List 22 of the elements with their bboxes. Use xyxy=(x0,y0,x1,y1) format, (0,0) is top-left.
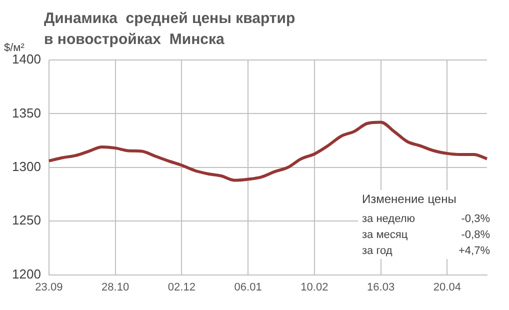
y-tick-label: 1350 xyxy=(12,105,41,120)
x-tick-label: 23.09 xyxy=(35,281,63,294)
x-tick-label: 06.01 xyxy=(234,281,262,294)
annotation: за месяц xyxy=(362,229,409,241)
annotation: +4,7% xyxy=(458,245,490,257)
annotation: Изменение цены xyxy=(362,192,458,208)
y-tick-label: 1200 xyxy=(12,266,41,282)
y-tick-label: 1400 xyxy=(12,52,41,67)
x-tick-label: 20.04 xyxy=(433,281,461,294)
x-tick-label: 28.10 xyxy=(102,281,130,294)
y-axis-title: $/м² xyxy=(4,42,24,54)
annotation: -0,3% xyxy=(460,213,490,225)
annotation: -0,8% xyxy=(460,229,490,241)
chart-title: Динамика средней цены квартир в новостройках Минска xyxy=(44,9,296,50)
x-tick-label: 10.02 xyxy=(300,281,328,294)
line-series xyxy=(47,120,488,182)
x-tick-label: 16.03 xyxy=(367,281,395,294)
x-tick-label: 02.12 xyxy=(168,281,196,294)
annotation: за год xyxy=(362,245,394,257)
annotation: за неделю xyxy=(362,213,416,225)
y-tick-label: 1300 xyxy=(12,158,41,174)
y-tick-label: 1250 xyxy=(12,212,41,228)
